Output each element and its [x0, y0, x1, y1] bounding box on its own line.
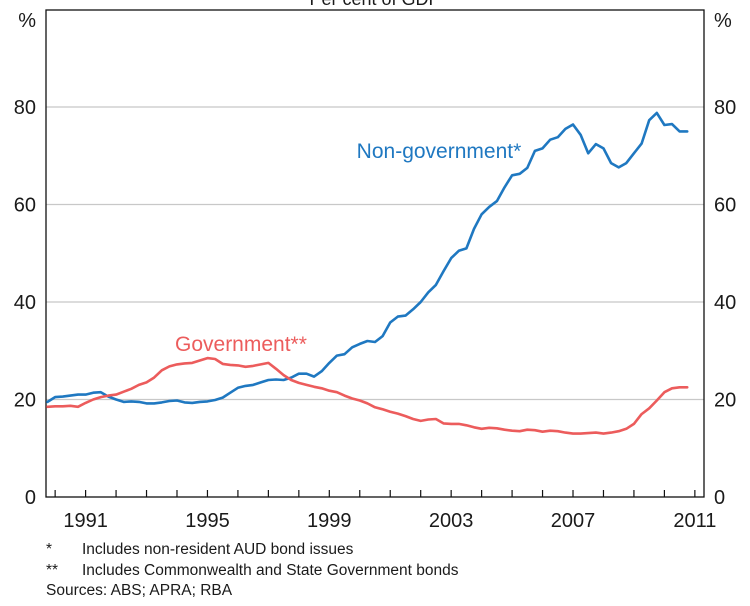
series-label-government: Government** [175, 333, 307, 356]
x-tick-label-1999: 1999 [307, 510, 352, 532]
footnote-1-mark: * [46, 541, 53, 558]
x-tick-label-1991: 1991 [63, 510, 108, 532]
chart-title: Per cent of GDP [309, 0, 440, 9]
footnote-2-mark: ** [46, 561, 59, 579]
x-tick-label-2011: 2011 [673, 510, 716, 532]
y-tick-left-20: 20 [14, 390, 36, 412]
y-tick-right-60: 60 [714, 195, 736, 217]
footnote-2-text: Includes Commonwealth and State Governme… [82, 561, 459, 579]
y-tick-right-0: 0 [714, 487, 725, 509]
y-axis-unit-right: % [714, 10, 732, 32]
y-tick-right-20: 20 [714, 390, 736, 412]
chart-notes: * Includes non-resident AUD bond issues *… [46, 540, 459, 602]
footnote-1-text: Includes non-resident AUD bond issues [82, 541, 354, 558]
footnote-1: * Includes non-resident AUD bond issues [46, 540, 459, 561]
y-tick-left-80: 80 [14, 97, 36, 119]
y-tick-left-40: 40 [14, 292, 36, 314]
sources: Sources: ABS; APRA; RBA [46, 582, 233, 599]
series-line-non-government [46, 111, 689, 405]
x-tick-label-2007: 2007 [551, 510, 596, 532]
series-line-government [46, 356, 689, 435]
x-tick-label-1995: 1995 [185, 510, 230, 532]
series-label-non-government: Non-government* [357, 140, 522, 163]
y-tick-left-60: 60 [14, 195, 36, 217]
line-chart: Per cent of GDP 0 0 20 20 40 40 60 60 80 80%% 1991 1… [14, 0, 737, 532]
footnote-2: ** Includes Commonwealth and State Govern… [46, 561, 459, 582]
y-tick-left-0: 0 [25, 487, 36, 509]
y-axis-unit-left: % [18, 10, 36, 32]
plot-frame [45, 9, 705, 498]
y-tick-right-80: 80 [714, 97, 736, 119]
x-tick-label-2003: 2003 [429, 510, 474, 532]
y-tick-right-40: 40 [714, 292, 736, 314]
